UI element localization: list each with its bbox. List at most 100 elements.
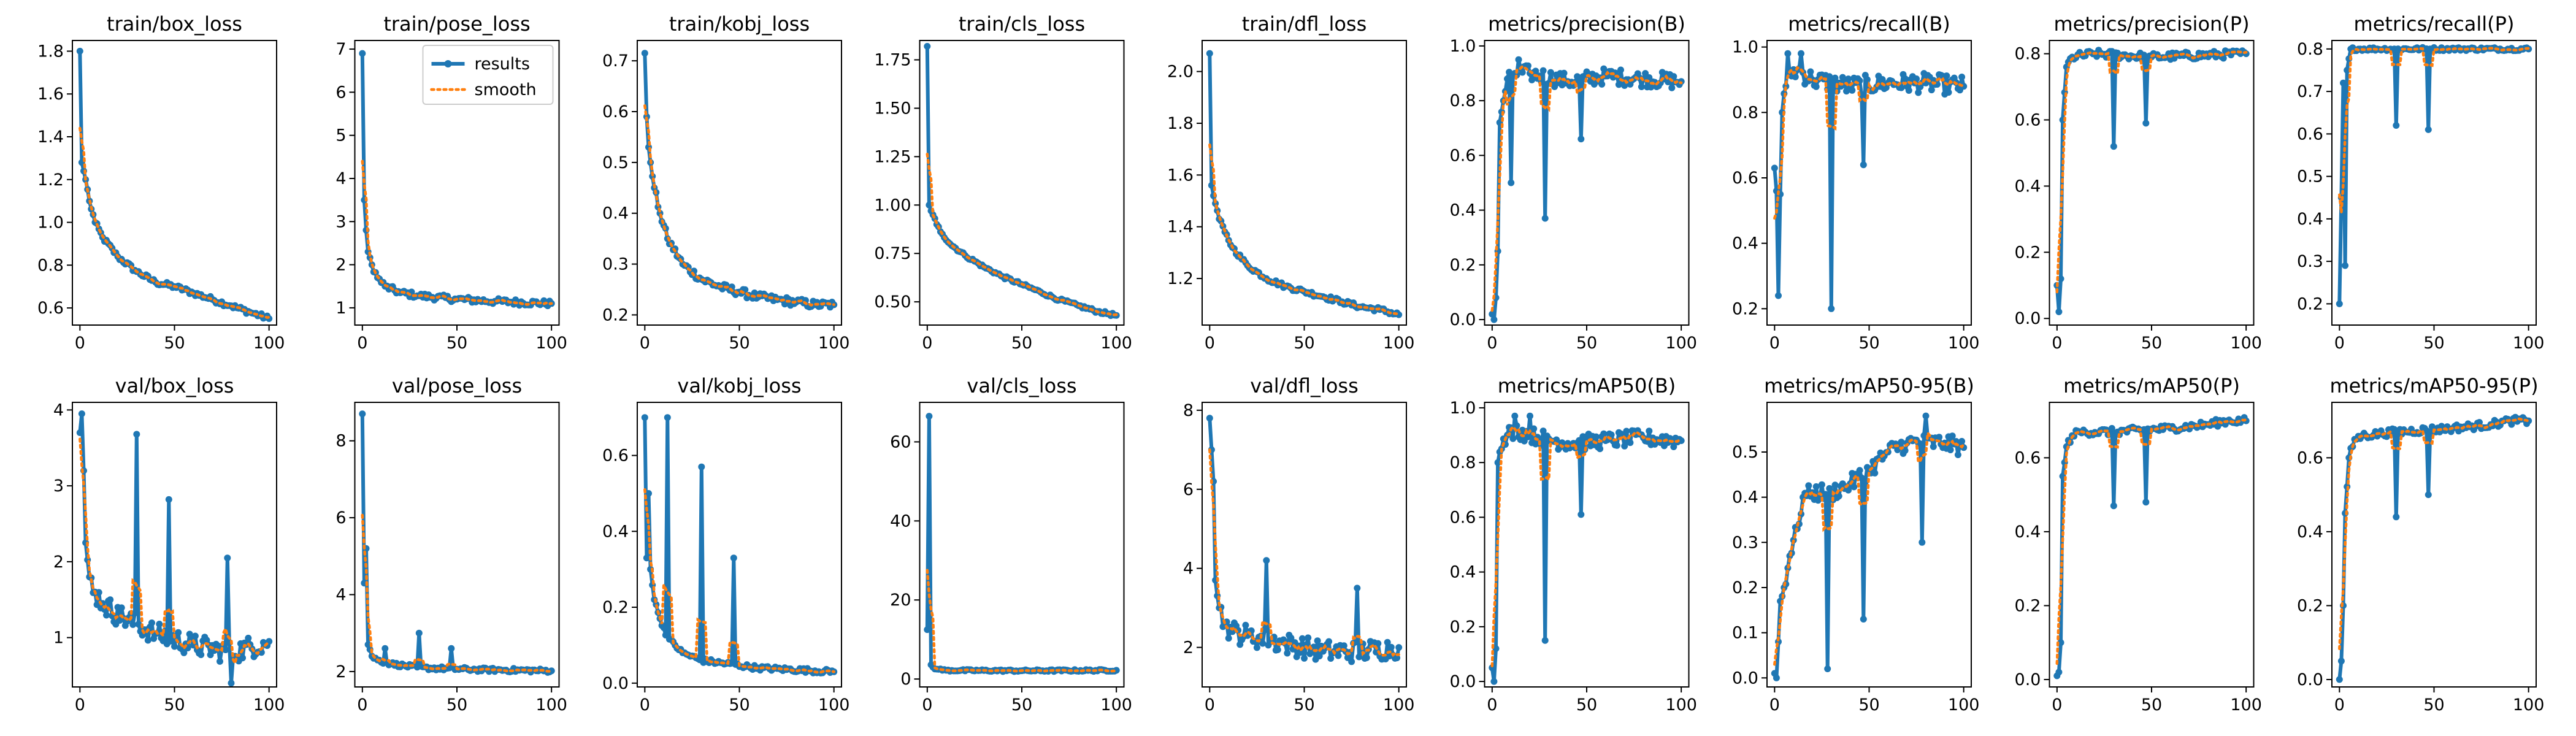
results-point bbox=[133, 431, 140, 438]
results-point bbox=[1511, 412, 1519, 420]
x-tick-label: 50 bbox=[2423, 334, 2444, 353]
results-point bbox=[1519, 69, 1526, 76]
results-point bbox=[222, 646, 229, 653]
results-point bbox=[2142, 499, 2150, 506]
y-tick-label: 0.6 bbox=[1450, 146, 1476, 165]
results-point bbox=[1922, 412, 1930, 420]
x-tick-label: 100 bbox=[1100, 696, 1132, 715]
y-tick-label: 0.6 bbox=[2297, 448, 2323, 467]
y-tick-label: 3 bbox=[53, 477, 64, 496]
x-tick-label: 100 bbox=[818, 334, 850, 353]
results-point bbox=[1843, 88, 1850, 95]
results-point bbox=[359, 50, 366, 57]
results-point bbox=[1901, 75, 1909, 82]
axes-frame bbox=[1202, 40, 1407, 326]
legend: results smooth bbox=[422, 45, 554, 105]
results-point bbox=[103, 611, 110, 619]
smooth-line bbox=[1490, 64, 1683, 312]
y-tick-label: 6 bbox=[335, 508, 346, 527]
results-line bbox=[360, 413, 553, 675]
y-tick-label: 4 bbox=[335, 169, 346, 188]
y-tick-label: 1.75 bbox=[874, 51, 911, 70]
results-point bbox=[1771, 164, 1778, 172]
results-point bbox=[1646, 427, 1653, 435]
y-tick-label: 1.0 bbox=[1450, 37, 1476, 56]
y-tick-label: 0.2 bbox=[2015, 596, 2041, 615]
results-point bbox=[78, 410, 85, 418]
results-point bbox=[1919, 539, 1926, 546]
results-point bbox=[1528, 76, 1536, 83]
results-point bbox=[641, 414, 648, 421]
subplot-title: val/kobj_loss bbox=[677, 374, 801, 397]
y-tick-label: 5 bbox=[335, 126, 346, 145]
x-tick-label: 100 bbox=[1665, 334, 1697, 353]
axes-frame bbox=[919, 402, 1125, 688]
y-tick-label: 0.0 bbox=[1732, 669, 1758, 688]
y-tick-label: 0.5 bbox=[2297, 167, 2323, 186]
y-tick-label: 0.1 bbox=[1732, 624, 1758, 643]
results-point bbox=[1623, 427, 1630, 435]
results-point bbox=[1489, 310, 1496, 318]
results-point bbox=[1547, 69, 1554, 76]
y-tick-label: 0.3 bbox=[2297, 252, 2323, 271]
y-tick-label: 0.6 bbox=[1732, 169, 1758, 188]
results-point bbox=[1949, 432, 1956, 440]
results-point bbox=[924, 626, 931, 634]
results-point bbox=[1242, 621, 1249, 629]
x-tick-label: 0 bbox=[640, 696, 650, 715]
results-point bbox=[217, 657, 223, 665]
results-line bbox=[2337, 415, 2531, 680]
x-tick-label: 0 bbox=[1205, 334, 1215, 353]
results-point bbox=[1905, 87, 1912, 94]
results-point bbox=[1513, 422, 1520, 429]
results-line bbox=[2055, 48, 2247, 314]
results-point bbox=[2142, 120, 2150, 127]
subplot-metrics-map50-95-p-: metrics/mAP50-95(P) 0 50 100 0.0 0.2 0.4 0.6 bbox=[2297, 374, 2544, 715]
smooth-line bbox=[926, 152, 1118, 316]
results-point bbox=[95, 589, 102, 596]
y-tick-label: 1.50 bbox=[874, 99, 911, 118]
results-point bbox=[1287, 634, 1295, 642]
results-line bbox=[643, 53, 836, 309]
results-point bbox=[698, 463, 705, 470]
y-tick-label: 0.0 bbox=[2297, 670, 2323, 689]
subplot-title: train/cls_loss bbox=[959, 12, 1085, 36]
x-tick-label: 100 bbox=[535, 696, 567, 715]
x-tick-label: 50 bbox=[729, 334, 749, 353]
y-tick-label: 0.4 bbox=[2297, 523, 2323, 542]
results-point bbox=[1206, 50, 1213, 57]
y-tick-label: 2 bbox=[335, 662, 346, 681]
x-tick-label: 100 bbox=[818, 696, 850, 715]
y-tick-label: 40 bbox=[890, 512, 911, 531]
y-tick-label: 0.4 bbox=[2015, 177, 2041, 196]
results-point bbox=[76, 429, 83, 436]
y-tick-label: 0.6 bbox=[2297, 125, 2323, 144]
y-tick-label: 1.0 bbox=[37, 213, 64, 232]
subplot-train-dfl-loss: train/dfl_loss 0 50 100 1.2 1.4 1.6 1.8 2.0 bbox=[1167, 12, 1414, 353]
subplot-train-box-loss: train/box_loss 0 50 100 0.6 0.8 1.0 1.2 1.4 1.6 1.… bbox=[37, 12, 285, 353]
results-point bbox=[926, 413, 933, 420]
results-point bbox=[1917, 440, 1924, 447]
results-point bbox=[660, 624, 667, 631]
results-line bbox=[2337, 45, 2530, 304]
results-point bbox=[1849, 86, 1856, 94]
results-point bbox=[2344, 67, 2351, 74]
x-tick-label: 100 bbox=[2513, 696, 2545, 715]
results-point bbox=[1958, 438, 1966, 445]
results-point bbox=[180, 649, 188, 656]
subplot-title: metrics/mAP50(P) bbox=[2063, 374, 2240, 397]
results-point bbox=[2336, 300, 2343, 307]
results-point bbox=[1805, 482, 1812, 489]
results-point bbox=[2110, 143, 2117, 150]
subplot-train-kobj-loss: train/kobj_loss 0 50 100 0.2 0.3 0.4 0.5 0.6 0.7 bbox=[602, 12, 849, 353]
x-tick-label: 50 bbox=[1294, 334, 1314, 353]
results-point bbox=[1861, 478, 1869, 486]
subplot-val-cls-loss: val/cls_loss 0 50 100 0 20 40 60 bbox=[890, 374, 1132, 715]
smooth-line bbox=[926, 569, 1118, 673]
x-tick-label: 100 bbox=[253, 334, 285, 353]
results-point bbox=[2337, 657, 2345, 665]
subplot-title: metrics/recall(P) bbox=[2354, 12, 2515, 36]
results-point bbox=[1856, 467, 1863, 474]
results-point bbox=[175, 629, 182, 636]
y-tick-label: 1.0 bbox=[1732, 38, 1758, 57]
